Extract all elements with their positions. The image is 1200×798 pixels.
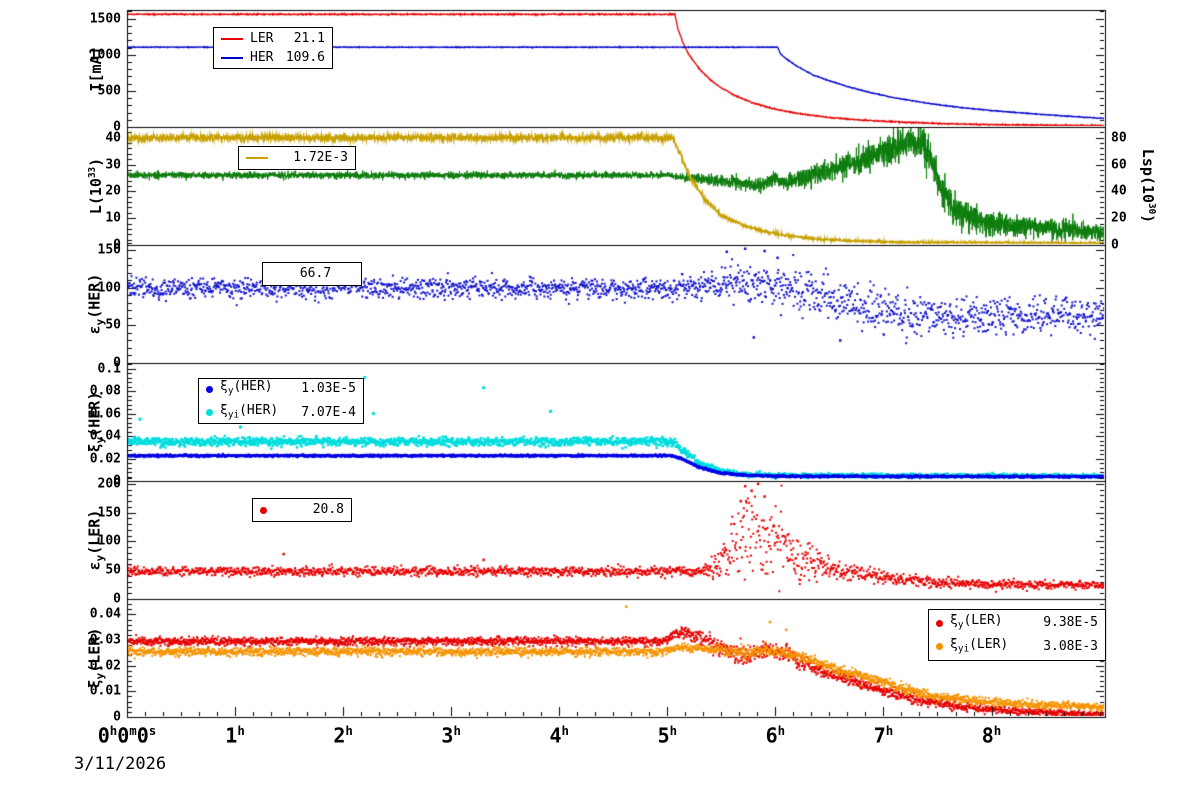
legend-dot-marker-icon [206, 385, 213, 393]
legend-line-marker-icon [221, 37, 243, 40]
y-tick-label: 1500 [89, 11, 121, 27]
y-tick-label-right: 0 [1111, 237, 1119, 253]
x-tick-label: 7h [873, 723, 894, 748]
legend-entry: 66.7 [270, 266, 354, 282]
y-tick-label: 50 [105, 562, 121, 578]
legend-value: 21.1 [293, 30, 325, 46]
y-tick-label: 0.02 [89, 658, 121, 674]
x-tick-label: 4h [549, 723, 570, 748]
legend-value: 109.6 [285, 49, 325, 65]
legend-value: 20.8 [312, 502, 344, 517]
legend-box: ξy(LER) 9.38E-5 ξyi(LER) 3.08E-3 [928, 609, 1106, 661]
legend-dot-marker-icon [206, 409, 213, 417]
y-tick-label: 150 [97, 505, 121, 521]
right-axis-label: Lsp(1030) [1139, 148, 1157, 224]
legend-entry: ξyi(HER) 7.07E-4 [206, 403, 356, 424]
y-axis-label: I[mA] [87, 45, 105, 92]
y-tick-label: 0.03 [89, 632, 121, 648]
x-tick-label: 3h [441, 723, 461, 748]
y-tick-label-right: 20 [1111, 210, 1127, 226]
y-tick-label: 50 [105, 317, 121, 333]
legend-line-marker-icon [246, 157, 268, 159]
y-tick-label: 10 [105, 210, 121, 226]
legend-entry: HER 109.6 [221, 50, 325, 66]
y-tick-label: 0 [113, 709, 121, 725]
legend-dot-marker-icon [936, 619, 943, 627]
y-tick-label: 200 [97, 476, 121, 492]
x-tick-label: 8h [981, 723, 1002, 748]
y-tick-label: 0 [113, 591, 121, 607]
legend-label: ξy(HER) [220, 378, 273, 397]
legend-dot-marker-icon [936, 643, 943, 651]
y-tick-label: 0.01 [89, 683, 121, 699]
x-tick-label: 2h [333, 723, 353, 748]
y-axis-label: εy(LER) [85, 509, 107, 571]
legend-box: 1.72E-3 [238, 146, 356, 170]
legend-box: 20.8 [252, 498, 352, 522]
y-tick-label: 0 [113, 355, 121, 371]
legend-value: 1.03E-5 [301, 381, 356, 397]
y-tick-label-right: 40 [1111, 183, 1127, 199]
y-tick-label: 0 [113, 473, 121, 489]
y-tick-label: 0.1 [97, 361, 121, 377]
y-axis-label: εy(HER) [85, 273, 107, 335]
y-tick-label-right: 80 [1111, 130, 1127, 146]
y-tick-label: 100 [97, 280, 121, 296]
y-tick-label: 0.06 [89, 406, 121, 422]
y-tick-label: 1000 [89, 47, 121, 63]
y-tick-label: 500 [97, 83, 121, 99]
legend-value: 66.7 [299, 266, 332, 281]
legend-line-marker-icon [221, 56, 243, 59]
y-tick-label: 0.02 [89, 451, 121, 467]
y-tick-label: 0 [113, 119, 121, 135]
legend-box: LER 21.1 HER 109.6 [213, 27, 333, 69]
date-label: 3/11/2026 [74, 754, 167, 774]
legend-label: ξyi(HER) [220, 402, 279, 421]
legend-entry: ξy(LER) 9.38E-5 [936, 613, 1098, 634]
y-tick-label: 0.08 [89, 383, 121, 399]
y-tick-label: 100 [97, 533, 121, 549]
legend-entry: 1.72E-3 [246, 150, 348, 166]
legend-dot-marker-icon [260, 506, 267, 514]
legend-entry: ξyi(LER) 3.08E-3 [936, 637, 1098, 658]
legend-label: LER [250, 30, 274, 46]
y-tick-label: 0.04 [89, 606, 121, 622]
x-tick-label: 6h [765, 723, 786, 748]
legend-value: 9.38E-5 [1043, 615, 1098, 631]
y-tick-label-right: 60 [1111, 157, 1127, 173]
legend-value: 7.07E-4 [301, 404, 356, 420]
y-tick-label: 40 [105, 130, 121, 146]
x-tick-label: 1h [225, 723, 245, 748]
y-axis-label: ξy(HER) [85, 391, 107, 453]
legend-label: ξy(LER) [950, 612, 1003, 631]
legend-value: 1.72E-3 [293, 150, 348, 165]
legend-entry: LER 21.1 [221, 31, 325, 47]
y-tick-label: 0.04 [89, 428, 121, 444]
y-axis-label: L(1033) [87, 157, 105, 215]
legend-entry: 20.8 [260, 502, 344, 518]
y-tick-label: 30 [105, 157, 121, 173]
y-axis-label: ξy(LER) [85, 627, 107, 689]
legend-entry: ξy(HER) 1.03E-5 [206, 379, 356, 400]
legend-box: ξy(HER) 1.03E-5 ξyi(HER) 7.07E-4 [198, 378, 364, 424]
legend-label: HER [250, 49, 274, 65]
legend-value: 3.08E-3 [1043, 638, 1098, 654]
y-tick-label: 0 [113, 237, 121, 253]
y-tick-label: 20 [105, 183, 121, 199]
y-tick-label: 150 [97, 242, 121, 258]
legend-label: ξyi(LER) [950, 636, 1009, 655]
x-tick-label: 5h [657, 723, 678, 748]
x-tick-label: 0h0m0s [97, 723, 157, 748]
legend-box: 66.7 [262, 262, 362, 286]
